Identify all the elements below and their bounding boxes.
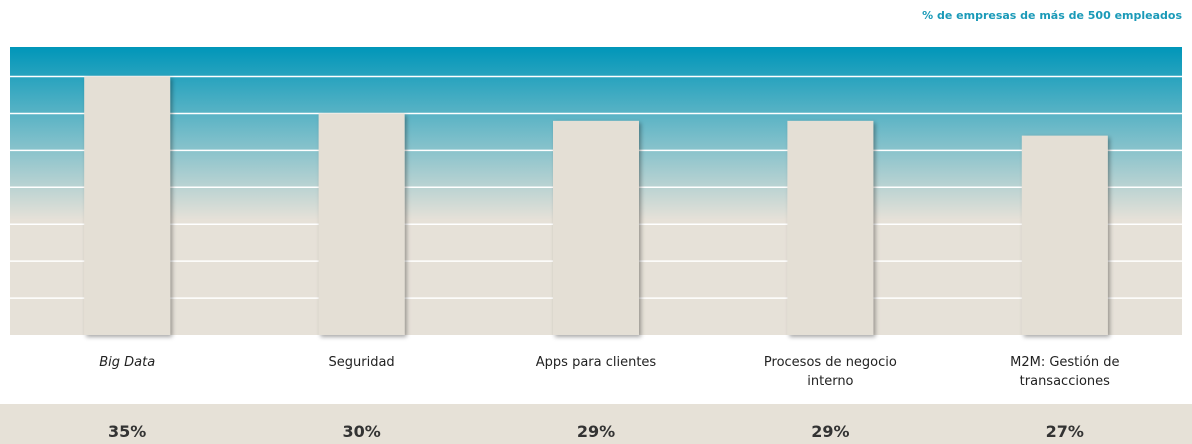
value-label: 29% (811, 422, 850, 441)
chart-subtitle: % de empresas de más de 500 empleados (922, 9, 1182, 22)
x-tick-label: Seguridad (328, 355, 395, 370)
x-tick-label: Big Data (99, 355, 156, 370)
bar (84, 76, 171, 336)
x-tick-label: M2M: Gestión de transacciones (1010, 355, 1120, 389)
value-label: 35% (108, 422, 147, 441)
value-label: 29% (576, 422, 616, 441)
x-tick-label: Apps para clientes (535, 355, 657, 370)
bar (318, 113, 405, 335)
x-tick-label: Procesos de negocio interno (763, 355, 897, 389)
plot (10, 47, 1182, 336)
value-band (0, 404, 1192, 444)
bar (553, 120, 639, 335)
bar (1021, 135, 1108, 335)
value-label: 27% (1045, 422, 1084, 441)
bar (787, 120, 874, 335)
value-label: 30% (342, 422, 381, 441)
